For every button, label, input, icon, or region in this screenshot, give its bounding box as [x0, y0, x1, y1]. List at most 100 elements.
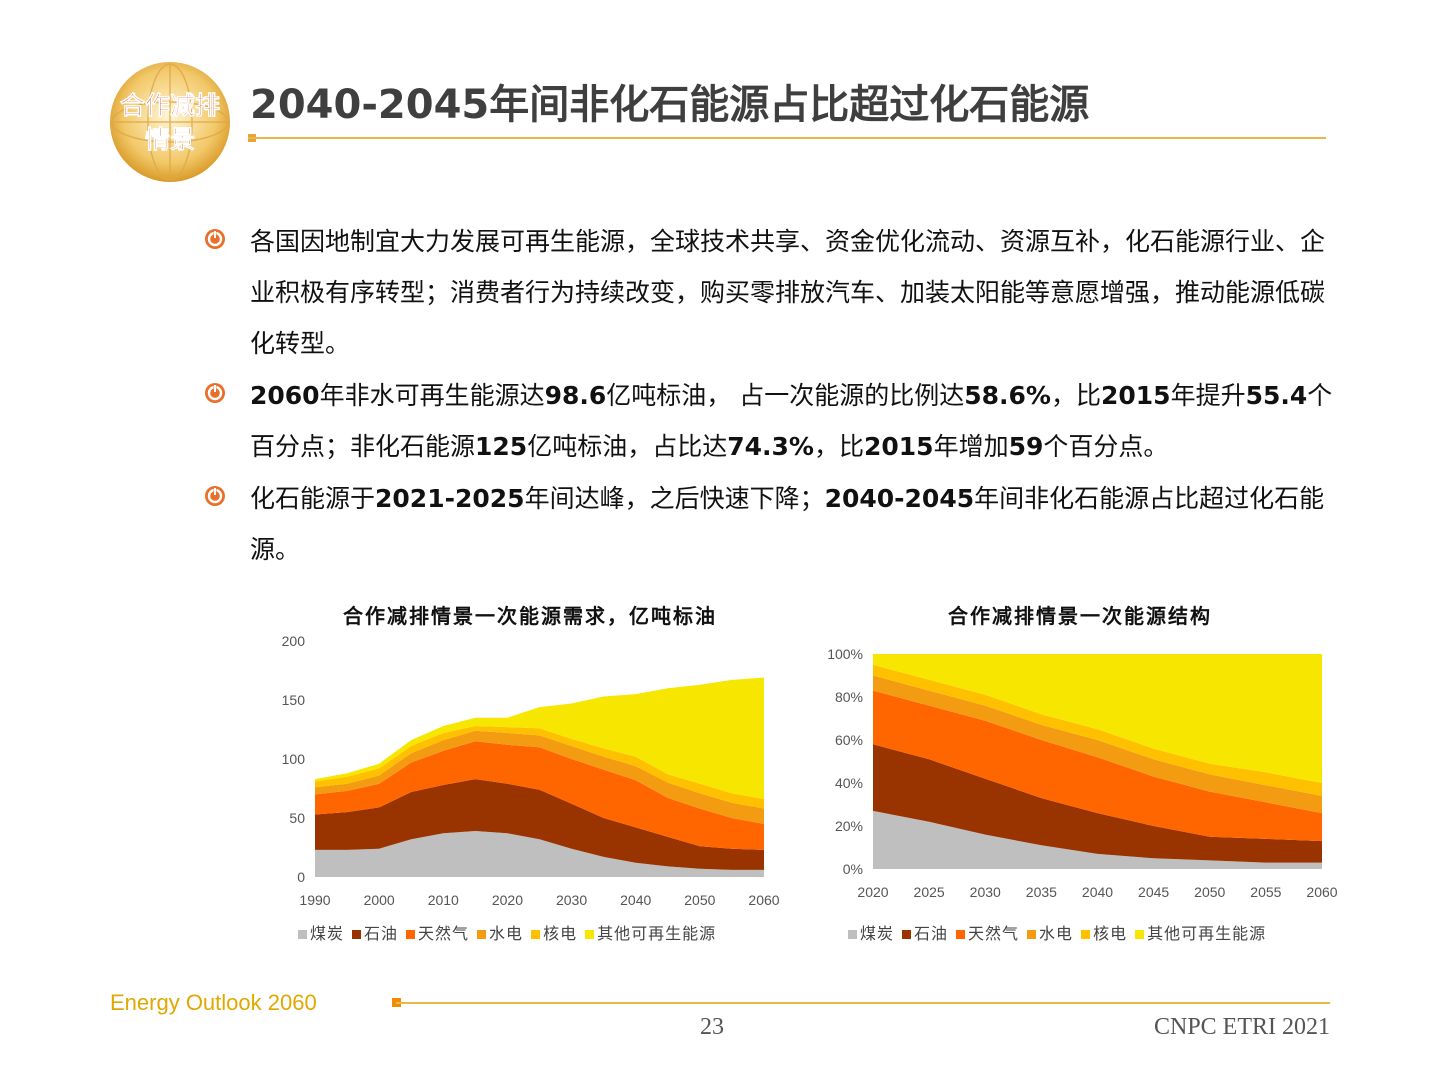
bullet-highlight: 125 [475, 432, 528, 461]
footer-rule [396, 1002, 1330, 1004]
chart1-ytick-label: 200 [282, 633, 306, 649]
bullet-text: 个百分点；非化石能源 [250, 381, 1333, 461]
legend-swatch [352, 930, 362, 939]
badge-text-line1: 合作减排 [120, 91, 220, 120]
bullet-highlight: 74.3% [727, 432, 814, 461]
chart2-xtick-label: 2030 [970, 884, 1001, 900]
chart2-ytick-label: 20% [835, 818, 863, 834]
bullet-text: 化石能源于 [250, 484, 376, 513]
legend-label: 水电 [489, 924, 524, 943]
chart2-title: 合作减排情景一次能源结构 [948, 604, 1212, 628]
legend-swatch [298, 930, 307, 939]
chart2-xtick-label: 2020 [857, 884, 888, 900]
legend-item: 天然气 [956, 920, 1019, 944]
scenario-badge-logo: 合作减排 情景 [110, 62, 230, 182]
chart1-xtick-label: 2060 [748, 892, 779, 908]
bullet-highlight: 98.6 [544, 381, 607, 410]
bullet-highlight: 2015 [863, 432, 934, 461]
bullet-highlight: 2060 [250, 381, 320, 410]
bullet-highlight: 2040-2045 [824, 484, 975, 513]
bullet-item: 化石能源于2021-2025年间达峰，之后快速下降；2040-2045年间非化石… [200, 473, 1340, 575]
legend-item: 天然气 [406, 920, 469, 944]
bullet-text: 年间达峰，之后快速下降； [524, 484, 825, 513]
bullet-text: 年间非化石能源占比超过化石能源。 [250, 484, 1325, 564]
legend-swatch [477, 930, 487, 939]
legend-item: 石油 [902, 920, 948, 944]
chart1-title: 合作减排情景一次能源需求，亿吨标油 [343, 604, 717, 628]
page-title: 2040-2045年间非化石能源占比超过化石能源 [250, 82, 1090, 128]
chart2-xtick-label: 2025 [914, 884, 945, 900]
bullet-text: ，比 [1050, 381, 1101, 410]
title-rule [248, 137, 1326, 139]
bullet-text: 年增加 [933, 432, 1009, 461]
chart2-ytick-label: 60% [835, 732, 863, 748]
legend-swatch [1135, 930, 1145, 939]
chart2-series-5 [873, 654, 1322, 783]
chart2-legend: 煤炭 石油 天然气 水电 核电 其他可再生能源 [848, 920, 1274, 944]
legend-label: 天然气 [968, 924, 1020, 943]
page-number: 23 [700, 1014, 724, 1040]
legend-item: 水电 [1027, 920, 1073, 944]
legend-swatch [1081, 930, 1091, 939]
legend-item: 核电 [1081, 920, 1127, 944]
bullet-text: 亿吨标油，占比达 [527, 432, 728, 461]
chart1-ytick-label: 0 [297, 869, 305, 885]
bullet-highlight: 59 [1008, 432, 1044, 461]
chart1-ytick-label: 150 [282, 692, 306, 708]
legend-swatch [585, 930, 595, 939]
chart1-xtick-label: 2050 [684, 892, 715, 908]
bullet-highlight: 2021-2025 [375, 484, 525, 513]
bullet-highlight: 58.6% [964, 381, 1051, 410]
chart1-ytick-label: 50 [289, 810, 305, 826]
chart2-series-3 [873, 675, 1322, 814]
legend-item: 其他可再生能源 [1135, 920, 1266, 944]
bullet-icon [205, 383, 225, 403]
chart2-area-chart: 0% 20% 40% 60% 80% 100% 2020 2025 2030 2035 2040 20… [827, 646, 1338, 900]
chart2-series-0 [873, 810, 1322, 869]
chart1-area-chart: 0 50 100 150 200 1990 2000 2010 2020 2030 2040 2050… [282, 633, 780, 908]
chart2-series-2 [873, 690, 1322, 842]
chart2-ytick-label: 40% [835, 775, 863, 791]
bullet-icon [205, 229, 225, 249]
legend-item: 煤炭 [848, 920, 894, 944]
bullet-highlight: 2015 [1101, 381, 1171, 410]
chart2-ytick-label: 80% [835, 689, 863, 705]
chart1-xtick-label: 2000 [364, 892, 395, 908]
legend-item: 核电 [531, 920, 577, 944]
chart2-xtick-label: 2045 [1138, 884, 1169, 900]
chart2-xtick-label: 2040 [1082, 884, 1113, 900]
chart2-xtick-label: 2050 [1194, 884, 1225, 900]
bullet-text: ，比 [813, 432, 864, 461]
legend-label: 石油 [914, 924, 949, 943]
chart1-series-0 [315, 831, 764, 877]
bullet-text: 各国因地制宜大力发展可再生能源，全球技术共享、资金优化流动、资源互补，化石能源行… [250, 227, 1326, 358]
bullet-text: 年提升 [1170, 381, 1246, 410]
legend-label: 煤炭 [310, 924, 345, 943]
legend-label: 天然气 [418, 924, 470, 943]
legend-swatch [956, 930, 966, 939]
legend-label: 其他可再生能源 [1147, 924, 1267, 943]
legend-label: 石油 [364, 924, 399, 943]
bullet-item: 2060年非水可再生能源达98.6亿吨标油， 占一次能源的比例达58.6%，比2… [200, 370, 1340, 472]
chart1-xtick-label: 2030 [556, 892, 587, 908]
legend-item: 石油 [352, 920, 398, 944]
bullet-icon [205, 486, 225, 506]
bullet-highlight: 55.4 [1245, 381, 1308, 410]
bullet-list: 各国因地制宜大力发展可再生能源，全球技术共享、资金优化流动、资源互补，化石能源行… [200, 216, 1340, 576]
legend-label: 核电 [543, 924, 578, 943]
footer-brand: Energy Outlook 2060 [110, 990, 317, 1015]
legend-swatch [848, 930, 857, 939]
chart2-ytick-label: 100% [827, 646, 863, 662]
legend-swatch [1027, 930, 1037, 939]
legend-item: 其他可再生能源 [585, 920, 716, 944]
chart1-series-5 [315, 677, 764, 800]
chart2-xtick-label: 2055 [1250, 884, 1281, 900]
chart1-series-1 [315, 779, 764, 870]
chart1-xtick-label: 2020 [492, 892, 523, 908]
legend-label: 其他可再生能源 [597, 924, 717, 943]
legend-swatch [531, 930, 541, 939]
legend-item: 煤炭 [298, 920, 344, 944]
bullet-text: 个百分点。 [1043, 432, 1169, 461]
badge-text-line2: 情景 [145, 125, 195, 154]
chart1-xtick-label: 2010 [428, 892, 459, 908]
